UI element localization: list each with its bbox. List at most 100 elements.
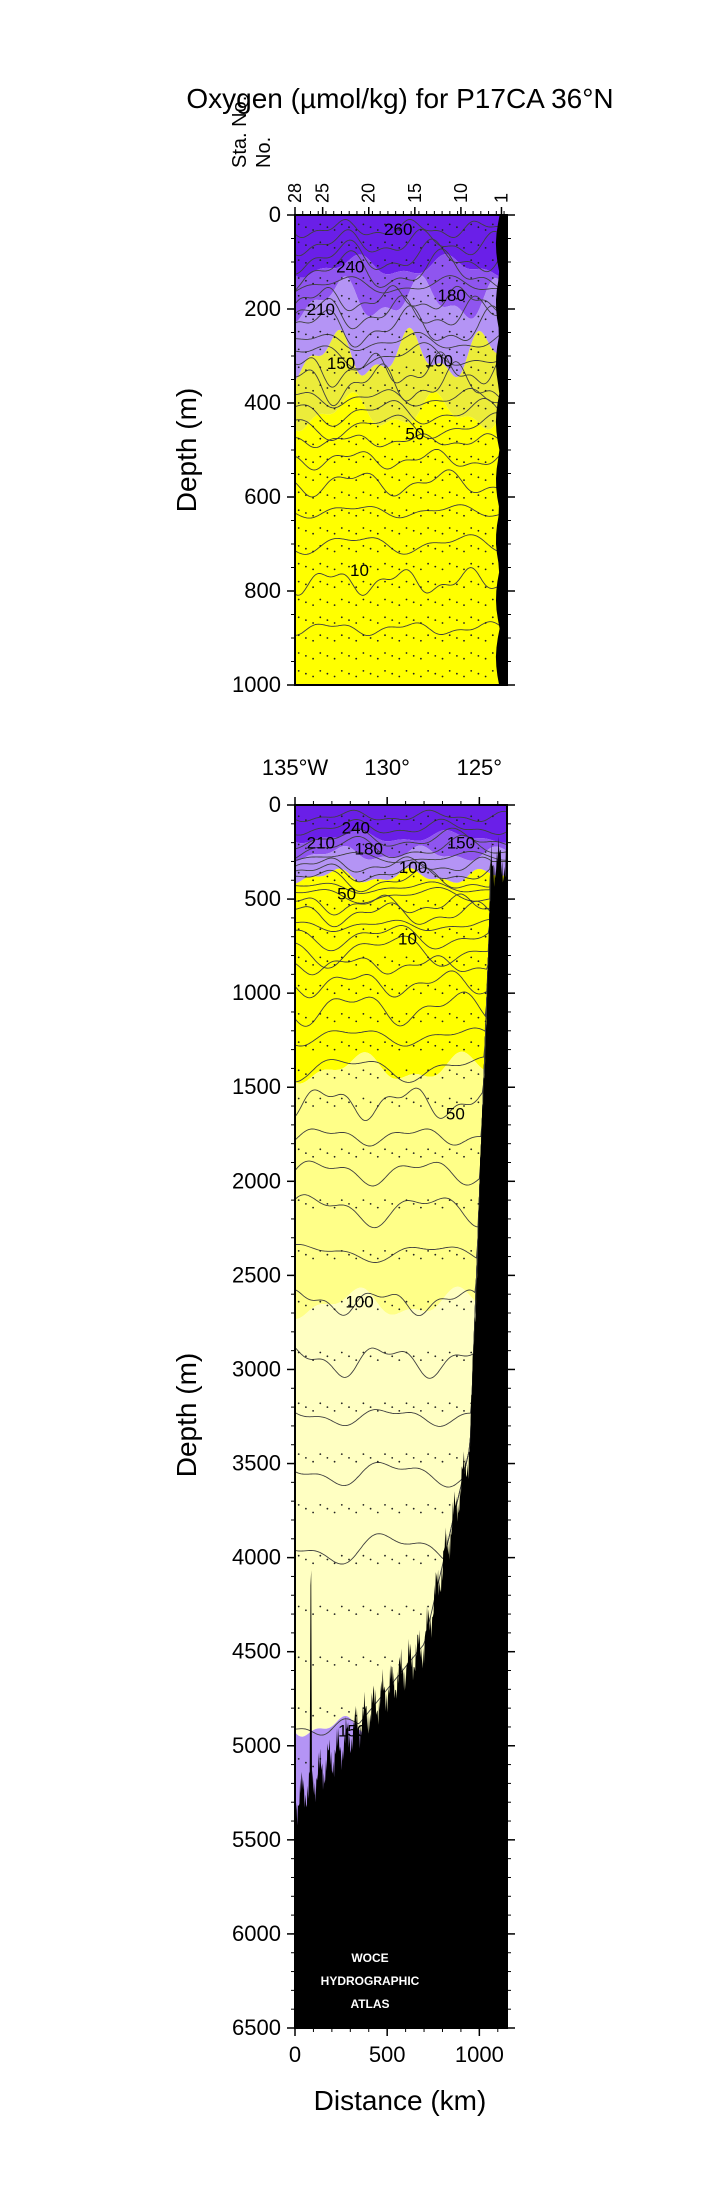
upper-sample-dot <box>348 333 350 336</box>
upper-sample-dot <box>463 461 465 464</box>
upper-sample-dot <box>477 601 480 604</box>
upper-sample-dot <box>319 491 322 494</box>
upper-sample-dot <box>326 279 329 282</box>
upper-sample-dot <box>420 318 422 321</box>
lower-sample-dot <box>305 988 307 991</box>
upper-sample-dot <box>491 670 494 672</box>
upper-sample-dot <box>333 443 336 446</box>
upper-sample-dot <box>434 637 437 639</box>
upper-sample-dot <box>384 473 386 476</box>
upper-sample-dot <box>456 279 458 282</box>
lower-sample-dot <box>463 1155 465 1158</box>
figure-title: Oxygen (µmol/kg) for P17CA 36°N <box>186 83 613 114</box>
upper-sample-dot <box>448 312 451 315</box>
lower-contour-line <box>295 860 506 999</box>
lower-sample-dot <box>448 843 451 846</box>
lower-sample-dot <box>297 1148 300 1151</box>
upper-sample-dot <box>405 473 408 476</box>
lower-sample-dot <box>384 1069 386 1072</box>
lower-sample-dot <box>369 903 372 906</box>
upper-sample-dot <box>391 387 394 389</box>
upper-sample-dot <box>362 473 365 476</box>
lower-sample-dot <box>391 960 394 963</box>
lower-sample-dot <box>312 1257 314 1260</box>
lower-seafloor-shape <box>295 836 507 2028</box>
lower-sample-dot <box>297 1758 300 1760</box>
lower-y-axis-label: Depth (m) <box>171 1353 202 1477</box>
upper-sample-dot <box>427 562 429 565</box>
upper-sample-dot <box>441 657 444 660</box>
upper-sample-dot <box>434 297 437 300</box>
lower-sample-dot <box>297 1250 300 1252</box>
upper-sample-dot <box>398 407 401 410</box>
lower-sample-dot <box>384 900 386 902</box>
upper-sample-dot <box>355 372 358 374</box>
lower-band-yellow2 <box>295 1051 507 1320</box>
lower-sample-dot <box>333 935 336 938</box>
upper-sample-dot <box>456 387 458 389</box>
upper-sample-dot <box>477 529 480 532</box>
lower-sample-dot <box>319 900 322 902</box>
upper-sample-dot <box>355 425 358 428</box>
upper-sample-dot <box>463 657 465 660</box>
upper-sample-dot <box>448 348 451 351</box>
upper-sample-dot <box>369 315 372 318</box>
lower-contour-line <box>295 834 506 859</box>
lower-sample-dot <box>391 1457 394 1459</box>
lower-sample-dot <box>369 819 372 821</box>
upper-sample-dot <box>384 670 386 672</box>
upper-sample-dot <box>333 604 336 606</box>
upper-sample-dot <box>434 476 437 479</box>
upper-sample-dot <box>484 354 487 356</box>
lower-sample-dot <box>434 1558 437 1561</box>
upper-sample-dot <box>412 565 415 568</box>
upper-sample-dot <box>312 389 314 392</box>
lower-sample-dot <box>412 1101 415 1104</box>
upper-sample-dot <box>340 277 343 279</box>
upper-color-bands <box>295 215 507 685</box>
upper-sample-dot <box>305 369 307 371</box>
upper-sample-dot <box>427 420 429 422</box>
lower-sample-dot <box>463 1257 465 1260</box>
upper-sample-dot <box>491 277 494 279</box>
upper-sample-dot <box>326 583 329 586</box>
lower-sample-dot <box>412 1457 415 1459</box>
lower-sample-dot <box>376 1511 379 1514</box>
lower-contour-line <box>295 860 506 1187</box>
lower-sample-dot <box>312 1511 314 1514</box>
upper-sample-dot <box>376 622 379 624</box>
lower-sample-dot <box>420 1206 422 1209</box>
upper-sample-dot <box>355 479 358 481</box>
upper-sample-dot <box>376 604 379 606</box>
lower-sample-dot <box>312 851 314 853</box>
lower-contour-line <box>295 860 506 893</box>
upper-sample-dot <box>376 300 379 303</box>
upper-sample-dot <box>369 226 372 229</box>
lower-sample-dot <box>326 847 329 850</box>
lower-contour-line <box>295 860 506 928</box>
upper-sample-dot <box>420 604 422 606</box>
lower-sample-dot <box>355 1048 358 1051</box>
upper-sample-dot <box>441 675 444 678</box>
lower-contour-line <box>295 860 506 1263</box>
upper-sample-dot <box>398 550 401 553</box>
lower-sample-dot <box>398 1257 401 1260</box>
upper-sample-dot <box>491 455 494 458</box>
lower-sample-dot <box>405 1351 408 1354</box>
lower-sample-dot <box>376 1155 379 1158</box>
upper-contour-label: 180 <box>438 286 466 305</box>
upper-sample-dot <box>405 241 408 244</box>
lower-contour-line <box>295 860 506 894</box>
upper-sample-dot <box>448 562 451 565</box>
upper-sample-dot <box>456 655 458 657</box>
lower-sample-dot <box>362 1041 365 1043</box>
upper-sample-dot <box>477 422 480 425</box>
lower-sample-dot <box>340 1250 343 1252</box>
upper-contour-line <box>295 238 507 275</box>
upper-sample-dot <box>319 634 322 637</box>
lower-sample-dot <box>312 907 314 910</box>
upper-sample-dot <box>463 497 465 499</box>
lower-sample-dot <box>355 992 358 995</box>
upper-sample-dot <box>362 562 365 565</box>
lower-sample-dot <box>420 1562 422 1565</box>
